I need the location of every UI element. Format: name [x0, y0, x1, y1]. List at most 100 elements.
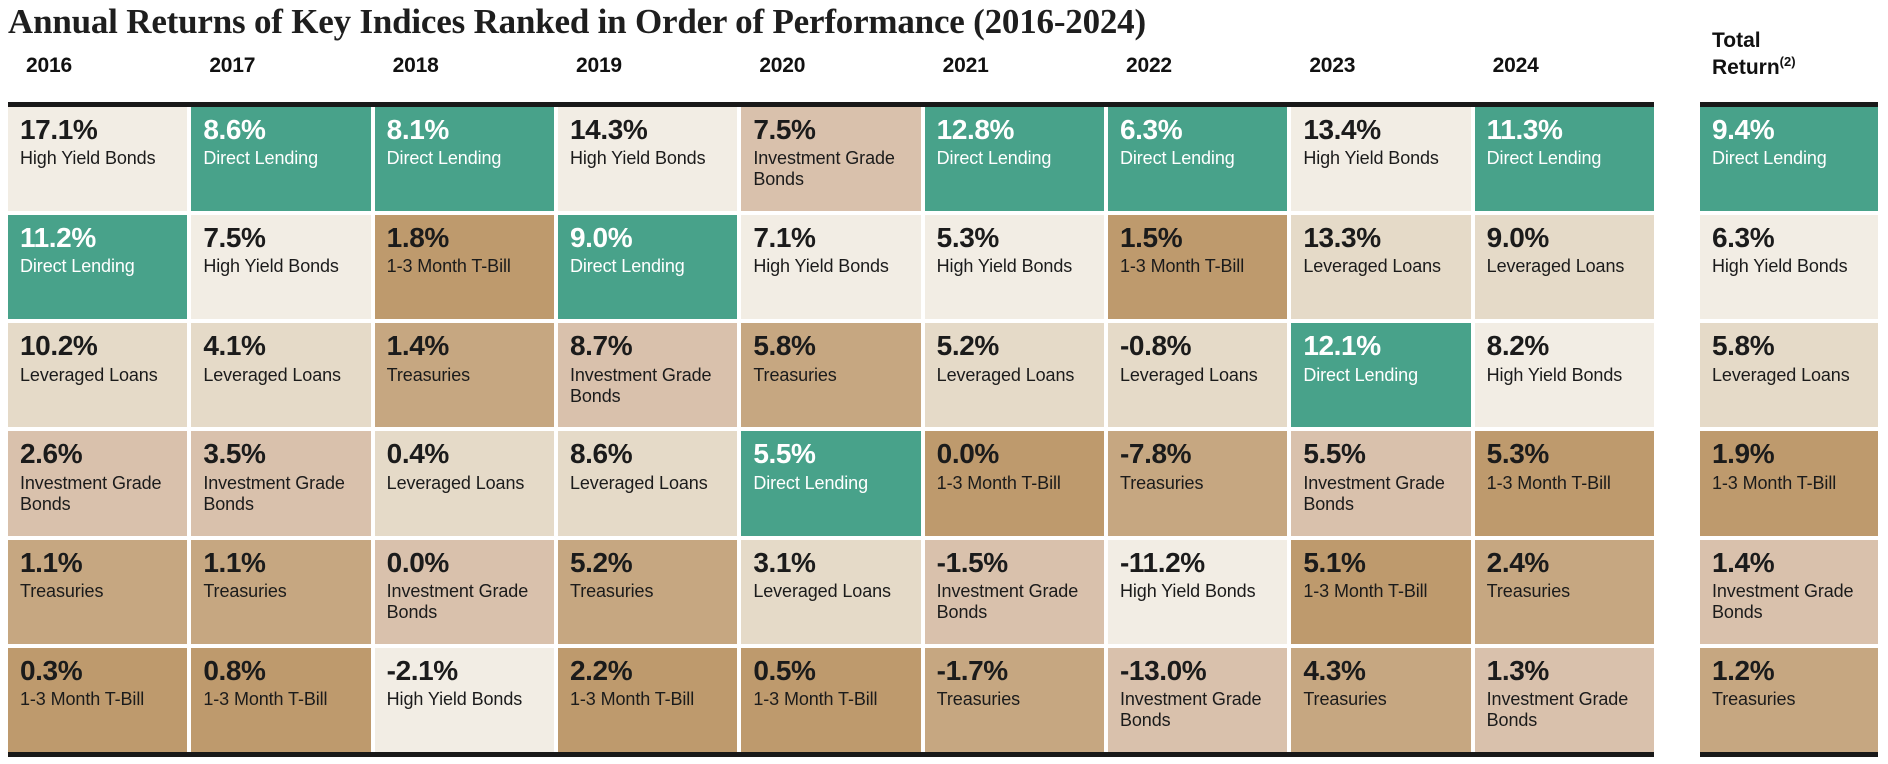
total-returns-grid: 9.4% Direct Lending 6.3% High Yield Bonds 5.… [1700, 107, 1878, 752]
cell-2019-rank3: 8.7% Investment Grade Bonds [557, 323, 738, 428]
year-header-2022: 2022 [1125, 54, 1172, 77]
asset-class-label: Investment Grade Bonds [1486, 689, 1629, 731]
return-value: 7.1% [753, 222, 816, 254]
cell-2021-rank2: 5.3% High Yield Bonds [924, 215, 1104, 320]
total-bottom-rule [1700, 752, 1878, 757]
total-top-rule [1700, 102, 1878, 107]
return-value: 1.9% [1712, 438, 1775, 470]
cell-2019-rank2: 9.0% Direct Lending [557, 215, 738, 320]
total-footnote-marker: (2) [1779, 54, 1796, 70]
returns-grid: 17.1% High Yield Bonds 8.6% Direct Lending 8… [8, 107, 1654, 752]
asset-class-label: Investment Grade Bonds [569, 364, 712, 406]
asset-class-label: Investment Grade Bonds [753, 148, 895, 190]
year-header-2023: 2023 [1309, 54, 1356, 77]
asset-class-label: 1-3 Month T-Bill [1486, 472, 1611, 493]
asset-class-label: Direct Lending [1712, 148, 1827, 169]
year-header-2021: 2021 [942, 54, 989, 77]
return-value: 3.5% [203, 438, 266, 470]
year-header-2019: 2019 [575, 54, 622, 77]
return-value: 9.4% [1712, 114, 1775, 145]
year-header-2016: 2016 [26, 54, 72, 77]
asset-class-label: 1-3 Month T-Bill [203, 689, 328, 710]
return-value: 17.1% [20, 114, 98, 145]
return-value: 3.1% [753, 546, 816, 578]
return-value: 6.3% [1712, 222, 1775, 254]
asset-class-label: High Yield Bonds [203, 256, 339, 277]
return-value: 8.6% [569, 438, 633, 470]
return-value: 0.0% [386, 546, 450, 578]
asset-class-label: Investment Grade Bonds [936, 580, 1079, 623]
asset-class-label: Direct Lending [203, 148, 318, 169]
asset-class-label: Direct Lending [386, 148, 502, 169]
page-title: Annual Returns of Key Indices Ranked in … [8, 2, 1146, 41]
asset-class-label: Leveraged Loans [569, 472, 708, 493]
year-header-2017: 2017 [209, 54, 256, 77]
return-value: 0.3% [20, 654, 83, 686]
return-value: -7.8% [1119, 438, 1192, 470]
return-value: 11.2% [20, 222, 96, 254]
cell-2018-rank4: 0.4% Leveraged Loans [374, 431, 554, 536]
return-value: -1.7% [936, 654, 1009, 686]
cell-2023-rank5: 5.1% 1-3 Month T-Bill [1291, 539, 1471, 644]
return-value: 1.3% [1486, 654, 1550, 686]
return-value: 5.5% [753, 438, 816, 470]
asset-class-label: Leveraged Loans [1486, 256, 1625, 277]
return-value: 12.1% [1303, 330, 1381, 362]
cell-2023-rank2: 13.3% Leveraged Loans [1291, 215, 1471, 320]
cell-2022-rank5: -11.2% High Yield Bonds [1107, 539, 1288, 644]
return-value: 8.6% [203, 114, 266, 145]
asset-class-label: High Yield Bonds [569, 148, 706, 169]
asset-class-label: Treasuries [20, 580, 104, 601]
cell-2021-rank1: 12.8% Direct Lending [924, 107, 1104, 212]
asset-class-label: Treasuries [386, 364, 471, 385]
cell-2019-rank1: 14.3% High Yield Bonds [557, 107, 738, 212]
cell-total-return-rank2: 6.3% High Yield Bonds [1700, 215, 1878, 320]
return-value: 5.8% [753, 330, 816, 362]
cell-2021-rank6: -1.7% Treasuries [924, 647, 1104, 752]
asset-class-label: Treasuries [203, 580, 287, 601]
cell-2016-rank1: 17.1% High Yield Bonds [8, 107, 188, 212]
asset-class-label: Direct Lending [936, 148, 1052, 169]
cell-2023-rank4: 5.5% Investment Grade Bonds [1291, 431, 1471, 536]
returns-table: 2016 2017 2018 2019 2020 2021 2022 2023 2024 17.… [8, 50, 1654, 757]
asset-class-label: High Yield Bonds [1712, 256, 1848, 277]
cell-2024-rank1: 11.3% Direct Lending [1474, 107, 1654, 212]
cell-total-return-rank6: 1.2% Treasuries [1700, 647, 1878, 752]
asset-class-label: 1-3 Month T-Bill [1303, 580, 1428, 601]
return-value: 5.2% [936, 330, 1000, 362]
asset-class-label: Treasuries [1712, 689, 1796, 710]
total-return-column: Total Return(2) 9.4% Direct Lending 6.3% Hi… [1700, 20, 1878, 757]
cell-2017-rank3: 4.1% Leveraged Loans [191, 323, 371, 428]
cell-2020-rank1: 7.5% Investment Grade Bonds [741, 107, 921, 212]
return-value: 5.3% [936, 222, 1000, 254]
return-value: 14.3% [569, 114, 648, 145]
cell-2020-rank2: 7.1% High Yield Bonds [741, 215, 921, 320]
return-value: 12.8% [936, 114, 1015, 145]
cell-total-return-rank4: 1.9% 1-3 Month T-Bill [1700, 431, 1878, 536]
cell-2020-rank6: 0.5% 1-3 Month T-Bill [741, 647, 921, 752]
return-value: 1.2% [1712, 654, 1775, 686]
return-value: 0.8% [203, 654, 266, 686]
cell-2019-rank6: 2.2% 1-3 Month T-Bill [557, 647, 738, 752]
cell-total-return-rank1: 9.4% Direct Lending [1700, 107, 1878, 212]
asset-class-label: Investment Grade Bonds [20, 472, 162, 514]
cell-2024-rank2: 9.0% Leveraged Loans [1474, 215, 1654, 320]
cell-2017-rank2: 7.5% High Yield Bonds [191, 215, 371, 320]
cell-2018-rank1: 8.1% Direct Lending [374, 107, 554, 212]
total-header-return-text: Return [1712, 56, 1780, 80]
asset-class-label: Direct Lending [1119, 148, 1235, 169]
cell-2017-rank1: 8.6% Direct Lending [191, 107, 371, 212]
return-value: 2.4% [1486, 546, 1550, 578]
cell-2024-rank5: 2.4% Treasuries [1474, 539, 1654, 644]
asset-class-label: Direct Lending [753, 472, 868, 493]
return-value: 1.1% [203, 546, 266, 578]
return-value: 8.1% [386, 114, 450, 145]
asset-class-label: 1-3 Month T-Bill [936, 472, 1061, 493]
return-value: 2.6% [20, 438, 83, 470]
return-value: -2.1% [386, 654, 459, 686]
cell-2024-rank3: 8.2% High Yield Bonds [1474, 323, 1654, 428]
cell-total-return-rank3: 5.8% Leveraged Loans [1700, 323, 1878, 428]
asset-class-label: High Yield Bonds [936, 256, 1073, 277]
total-header-line2: Return(2) [1712, 54, 1878, 81]
